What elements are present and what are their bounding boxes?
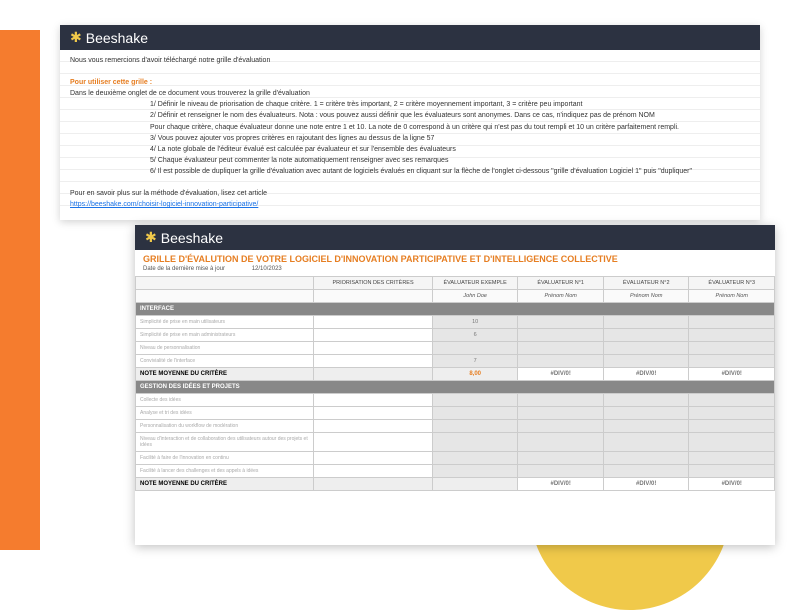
date-value: 12/10/2023 — [252, 266, 282, 272]
avg-example-2 — [432, 478, 518, 491]
eval-name-example: John Doe — [432, 290, 518, 303]
usage-heading: Pour utiliser cette grille : — [70, 78, 750, 87]
article-link[interactable]: https://beeshake.com/choisir-logiciel-in… — [70, 201, 258, 208]
section-interface: INTERFACE — [136, 303, 775, 316]
score-cell[interactable] — [518, 407, 604, 420]
eval-name-2: Prénom Nom — [603, 290, 689, 303]
step-2: 2/ Définir et renseigner le nom des éval… — [70, 111, 750, 120]
score-cell[interactable] — [603, 329, 689, 342]
avg-div0: #DIV/0! — [603, 368, 689, 381]
score-cell[interactable] — [432, 452, 518, 465]
score-cell[interactable] — [689, 420, 775, 433]
step-4: 4/ La note globale de l'éditeur évalué e… — [70, 145, 750, 154]
row-s1-1: Simplicité de prise en main administrate… — [136, 329, 314, 342]
score-cell[interactable] — [518, 394, 604, 407]
score-cell[interactable] — [518, 420, 604, 433]
score-cell[interactable] — [689, 407, 775, 420]
score-cell[interactable] — [603, 316, 689, 329]
score-cell[interactable] — [689, 433, 775, 452]
score-cell[interactable] — [518, 329, 604, 342]
date-label: Date de la dernière mise à jour — [143, 266, 225, 272]
row-s2-4: Facilité à faire de l'innovation en cont… — [136, 452, 314, 465]
score-cell[interactable] — [603, 394, 689, 407]
score-cell[interactable] — [432, 342, 518, 355]
score-cell[interactable] — [432, 433, 518, 452]
score-cell[interactable] — [518, 316, 604, 329]
section-ideas: GESTION DES IDÉES ET PROJETS — [136, 381, 775, 394]
row-s1-2: Niveau de personnalisation — [136, 342, 314, 355]
avg-div0: #DIV/0! — [689, 478, 775, 491]
score-cell[interactable] — [432, 420, 518, 433]
score-cell[interactable] — [689, 452, 775, 465]
score-cell[interactable] — [432, 394, 518, 407]
score-cell[interactable] — [603, 452, 689, 465]
col-criteria — [136, 277, 314, 290]
col-priorisation: PRIORISATION DES CRITÈRES — [314, 277, 433, 290]
score-cell[interactable] — [518, 465, 604, 478]
row-s1-0: Simplicité de prise en main utilisateurs — [136, 316, 314, 329]
evaluation-grid-sheet: ✱ Beeshake GRILLE D'ÉVALUTION DE VOTRE L… — [135, 225, 775, 545]
eval-name-1: Prénom Nom — [518, 290, 604, 303]
brand-name: Beeshake — [86, 30, 148, 46]
score-cell[interactable]: 7 — [432, 355, 518, 368]
brand-name: Beeshake — [161, 230, 223, 246]
score-cell[interactable] — [689, 394, 775, 407]
intro-text: Nous vous remercions d'avoir téléchargé … — [70, 56, 750, 65]
usage-intro: Dans le deuxième onglet de ce document v… — [70, 89, 750, 98]
instructions-sheet: ✱ Beeshake Nous vous remercions d'avoir … — [60, 25, 760, 220]
brand-header-2: ✱ Beeshake — [135, 225, 775, 250]
eval-name-3: Prénom Nom — [689, 290, 775, 303]
score-cell[interactable]: 10 — [432, 316, 518, 329]
row-s2-2: Personnalisation du workflow de modérati… — [136, 420, 314, 433]
row-s2-5: Facilité à lancer des challenges et des … — [136, 465, 314, 478]
step-5: 5/ Chaque évaluateur peut commenter la n… — [70, 156, 750, 165]
score-cell[interactable] — [603, 342, 689, 355]
logo-icon: ✱ — [70, 29, 82, 46]
avg-div0: #DIV/0! — [689, 368, 775, 381]
step-2b: Pour chaque critère, chaque évaluateur d… — [70, 123, 750, 132]
score-cell[interactable] — [689, 342, 775, 355]
avg-label-1: NOTE MOYENNE DU CRITÈRE — [136, 368, 314, 381]
score-cell[interactable] — [518, 452, 604, 465]
score-cell[interactable] — [689, 355, 775, 368]
score-cell[interactable] — [689, 329, 775, 342]
score-cell[interactable] — [432, 465, 518, 478]
score-cell[interactable] — [603, 355, 689, 368]
col-eval-example: ÉVALUATEUR EXEMPLE — [432, 277, 518, 290]
score-cell[interactable] — [603, 433, 689, 452]
row-s2-3: Niveau d'interaction et de collaboration… — [136, 433, 314, 452]
score-cell[interactable] — [689, 316, 775, 329]
avg-div0: #DIV/0! — [603, 478, 689, 491]
score-cell[interactable] — [518, 342, 604, 355]
brand-header: ✱ Beeshake — [60, 25, 760, 50]
step-1: 1/ Définir le niveau de priorisation de … — [70, 100, 750, 109]
logo-icon: ✱ — [145, 229, 157, 246]
avg-div0: #DIV/0! — [518, 478, 604, 491]
col-eval-1: ÉVALUATEUR N°1 — [518, 277, 604, 290]
avg-div0: #DIV/0! — [518, 368, 604, 381]
score-cell[interactable] — [518, 433, 604, 452]
score-cell[interactable] — [603, 465, 689, 478]
avg-label-2: NOTE MOYENNE DU CRITÈRE — [136, 478, 314, 491]
more-info: Pour en savoir plus sur la méthode d'éva… — [70, 189, 750, 198]
row-s2-0: Collecte des idées — [136, 394, 314, 407]
step-6: 6/ Il est possible de dupliquer la grill… — [70, 167, 750, 176]
row-s2-1: Analyse et tri des idées — [136, 407, 314, 420]
col-eval-3: ÉVALUATEUR N°3 — [689, 277, 775, 290]
score-cell[interactable] — [603, 420, 689, 433]
avg-example: 8,00 — [432, 368, 518, 381]
score-cell[interactable]: 6 — [432, 329, 518, 342]
grid-title: GRILLE D'ÉVALUTION DE VOTRE LOGICIEL D'I… — [135, 250, 775, 264]
score-cell[interactable] — [603, 407, 689, 420]
evaluation-table: PRIORISATION DES CRITÈRES ÉVALUATEUR EXE… — [135, 276, 775, 491]
step-3: 3/ Vous pouvez ajouter vos propres critè… — [70, 134, 750, 143]
col-eval-2: ÉVALUATEUR N°2 — [603, 277, 689, 290]
score-cell[interactable] — [518, 355, 604, 368]
row-s1-3: Convivialité de l'interface — [136, 355, 314, 368]
score-cell[interactable] — [432, 407, 518, 420]
score-cell[interactable] — [689, 465, 775, 478]
